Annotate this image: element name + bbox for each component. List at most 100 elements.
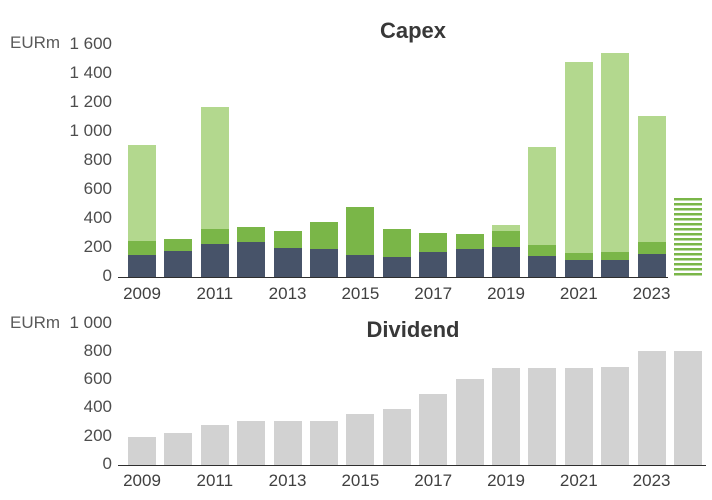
capex-bar-estimate <box>674 198 702 277</box>
mid-green-segment <box>419 233 448 252</box>
dividend-bar <box>164 433 193 465</box>
dividend-bar-2020 <box>528 368 557 465</box>
dividend-bar-2012 <box>237 421 266 465</box>
dividend-bar <box>128 437 156 465</box>
dividend-x-axis-tick: 2021 <box>559 471 598 490</box>
dividend-x-axis-tick: 2011 <box>196 471 234 490</box>
mid-green-segment <box>310 222 338 249</box>
mid-green-segment <box>237 227 266 242</box>
dividend-y-axis-tick: 600 <box>83 369 112 389</box>
capex-y-axis-tick: 200 <box>83 237 112 257</box>
dividend-unit-label: EURm <box>10 313 61 332</box>
dividend-title: Dividend <box>366 317 460 342</box>
capex-y-axis-tick: 600 <box>83 179 112 199</box>
dark-segment <box>382 257 411 277</box>
dividend-bar-2013 <box>273 421 302 465</box>
dark-segment <box>419 252 448 277</box>
mid-green-segment <box>564 253 593 260</box>
dividend-y-axis-tick: 0 <box>102 453 112 473</box>
capex-bar-2014 <box>310 222 338 277</box>
dividend-bar-2009 <box>128 437 156 465</box>
dividend-bar <box>346 414 375 465</box>
light-green-segment <box>528 147 557 245</box>
dark-segment <box>164 251 193 277</box>
capex-y-axis-tick: 0 <box>102 266 112 286</box>
capex-bar-2021 <box>564 62 593 277</box>
capex-unit-label: EURm <box>10 33 61 52</box>
dividend-bar <box>455 379 484 465</box>
dividend-y-axis-tick: 400 <box>83 397 112 417</box>
dividend-bar-2018 <box>455 379 484 465</box>
dark-segment <box>273 248 302 277</box>
dividend-bar-2021 <box>564 368 593 465</box>
dividend-bar <box>382 409 411 465</box>
capex-bar-2022 <box>601 53 630 277</box>
capex-x-axis-tick: 2013 <box>268 284 307 303</box>
dividend-bar <box>674 351 702 465</box>
dividend-bar <box>492 368 520 465</box>
dark-segment <box>564 260 593 277</box>
capex-bar-2018 <box>455 234 484 277</box>
capex-bar-2023 <box>637 116 666 277</box>
dividend-x-axis-tick: 2019 <box>487 471 525 490</box>
dividend-bar <box>419 394 448 465</box>
striped-estimate <box>674 198 702 277</box>
dividend-y-axis-tick: 200 <box>83 425 112 445</box>
dark-segment <box>128 255 156 277</box>
mid-green-segment <box>382 229 411 257</box>
dark-segment <box>492 247 520 277</box>
dividend-x-axis-tick: 2013 <box>268 471 307 490</box>
capex-bar-2016 <box>382 229 411 277</box>
mid-green-segment <box>128 241 156 255</box>
capex-y-axis-tick: 1 000 <box>69 120 112 140</box>
light-green-segment <box>492 225 520 231</box>
capex-bar-2011 <box>200 107 229 277</box>
mid-green-segment <box>164 239 193 251</box>
mid-green-segment <box>346 207 375 255</box>
dividend-bar-2016 <box>382 409 411 465</box>
mid-green-segment <box>200 229 229 244</box>
mid-green-segment <box>455 234 484 249</box>
capex-y-axis-tick: 400 <box>83 208 112 228</box>
dark-segment <box>528 256 557 277</box>
dividend-x-axis-tick: 2015 <box>341 471 380 490</box>
dividend-x-axis-line <box>118 465 706 466</box>
dividend-bar-2023 <box>637 351 666 465</box>
capex-bar-2020 <box>528 147 557 277</box>
dark-segment <box>455 249 484 277</box>
capex-y-axis-tick: 1 600 <box>69 33 112 53</box>
capex-x-axis-tick: 2011 <box>196 284 234 303</box>
dark-segment <box>346 255 375 277</box>
dividend-y-axis-tick: 800 <box>83 340 112 360</box>
capex-bar-2019 <box>492 225 520 277</box>
capex-title: Capex <box>379 18 447 43</box>
capex-y-axis-tick: 1 400 <box>69 62 112 82</box>
capex-x-axis-tick: 2009 <box>123 284 161 303</box>
dark-segment <box>200 244 229 277</box>
dividend-bar <box>528 368 557 465</box>
dividend-bar-2015 <box>346 414 375 465</box>
capex-x-axis-tick: 2017 <box>414 284 453 303</box>
capex-y-axis-tick: 800 <box>83 150 112 169</box>
light-green-segment <box>200 107 229 229</box>
capex-bar-2017 <box>419 233 448 277</box>
capex-bar-2012 <box>237 227 266 277</box>
capex-x-axis-tick: 2019 <box>487 284 525 303</box>
dividend-bar-2022 <box>601 367 630 465</box>
mid-green-segment <box>528 245 557 256</box>
light-green-segment <box>128 145 156 241</box>
dividend-x-axis-tick: 2009 <box>123 471 161 490</box>
capex-bar-2015 <box>346 207 375 277</box>
dividend-x-axis-tick: 2023 <box>632 471 671 490</box>
capex-y-axis-tick: 1 200 <box>69 91 112 111</box>
mid-green-segment <box>492 231 520 247</box>
dividend-bar <box>637 351 666 465</box>
capex-bar-2010 <box>164 239 193 277</box>
dividend-y-axis-tick: 1 000 <box>69 312 112 332</box>
dark-segment <box>637 254 666 277</box>
dividend-bar <box>310 421 338 465</box>
mid-green-segment <box>273 231 302 248</box>
